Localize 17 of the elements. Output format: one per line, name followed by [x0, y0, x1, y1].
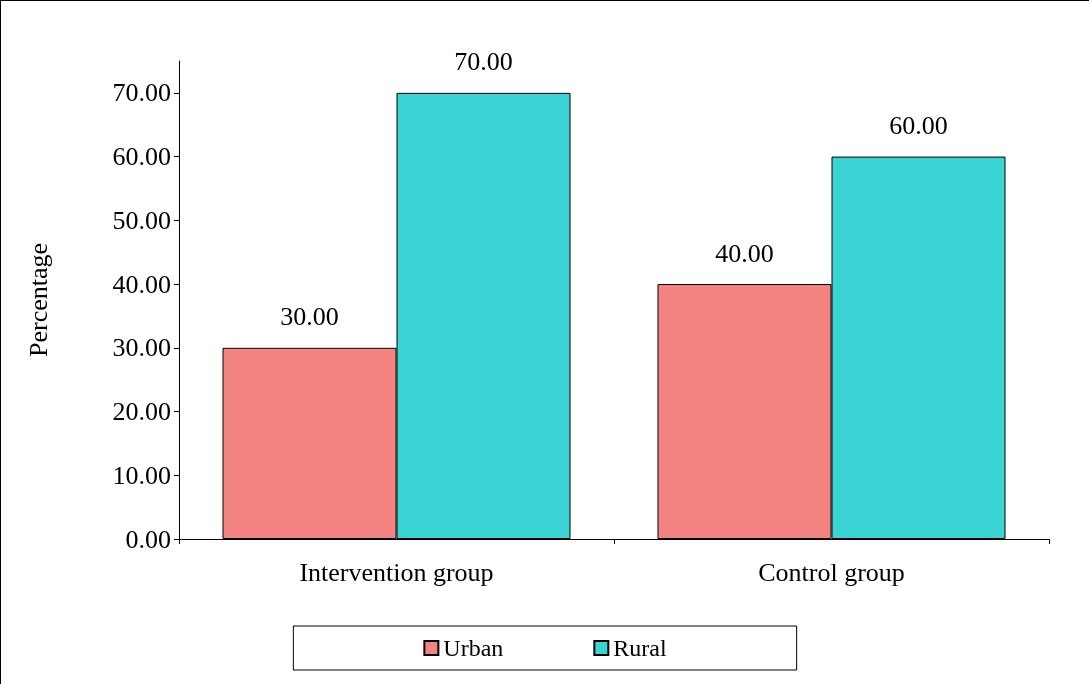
y-tick-label: 30.00	[112, 333, 171, 363]
y-tick-label: 10.00	[112, 460, 171, 490]
y-tick-label: 40.00	[112, 269, 171, 299]
data-label: 30.00	[280, 302, 339, 332]
legend-label: Urban	[443, 635, 504, 661]
data-label: 40.00	[715, 238, 774, 268]
data-label: 60.00	[889, 111, 948, 141]
y-tick-label: 50.00	[112, 205, 171, 235]
y-tick-label: 20.00	[112, 397, 171, 427]
y-tick-label: 0.00	[125, 524, 171, 554]
legend-label: Rural	[613, 635, 667, 661]
y-tick-label: 60.00	[112, 142, 171, 172]
x-tick-label: Intervention group	[299, 557, 494, 587]
data-label: 70.00	[454, 47, 513, 77]
x-tick-label: Control group	[758, 557, 905, 587]
y-axis-title: Percentage	[23, 242, 53, 358]
y-tick-label: 70.00	[112, 78, 171, 108]
